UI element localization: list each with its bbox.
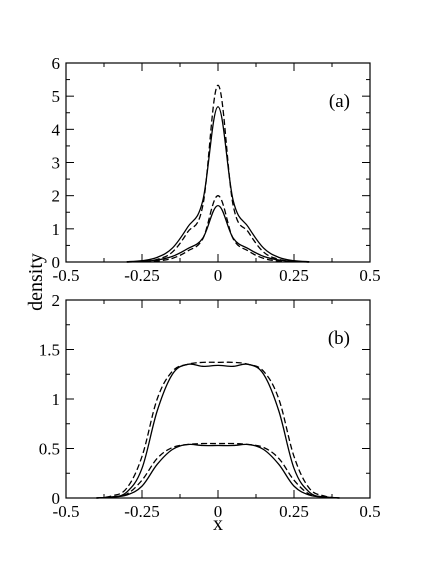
x-axis-label: x: [213, 513, 223, 535]
x-tick-label: -0.5: [53, 502, 80, 521]
x-tick-label: 0.25: [279, 502, 309, 521]
panel-a: -0.5 -0.25 0 0.25 0.5 0 1 2 3 4 5 6 (a): [52, 54, 381, 285]
y-tick-label: 2: [52, 291, 61, 310]
x-tick-label: 0.5: [359, 502, 380, 521]
y-tick-label: 1: [52, 390, 61, 409]
x-tick-label: 0: [214, 266, 223, 285]
x-tick-label: 0.5: [359, 266, 380, 285]
x-tick-label: 0: [214, 502, 223, 521]
y-tick-label: 0: [52, 489, 61, 508]
series-line-dashed-1: [96, 361, 340, 499]
y-axis-label: density: [25, 253, 47, 311]
series-line-dashed-1: [126, 84, 310, 263]
panel-label: (b): [328, 328, 350, 349]
y-tick-label: 0.5: [39, 440, 60, 459]
plot-frame: [65, 62, 371, 263]
y-tick-label: 5: [52, 87, 61, 106]
series-line-solid-0: [126, 106, 310, 263]
series-line-dashed-3: [96, 442, 340, 499]
x-tick-label: 0.25: [279, 266, 309, 285]
x-tick-label: -0.5: [53, 266, 80, 285]
x-tick-label: -0.25: [124, 266, 159, 285]
series-line-solid-2: [126, 204, 310, 263]
y-tick-label: 2: [52, 187, 61, 206]
y-tick-label: 3: [52, 154, 61, 173]
series-line-solid-0: [96, 363, 340, 499]
y-tick-label: 4: [52, 120, 61, 139]
y-tick-label: 6: [52, 54, 61, 73]
series-line-solid-2: [96, 443, 340, 499]
y-tick-label: 1: [52, 220, 61, 239]
y-tick-label: 1.5: [39, 341, 60, 360]
plot-frame: [65, 299, 371, 499]
panel-b: -0.5 -0.25 0 0.25 0.5 0 0.5 1 1.5 2 (b): [39, 291, 381, 521]
series-line-dashed-3: [126, 195, 310, 263]
x-tick-label: -0.25: [124, 502, 159, 521]
panel-label: (a): [329, 91, 350, 112]
y-tick-label: 0: [52, 253, 61, 272]
